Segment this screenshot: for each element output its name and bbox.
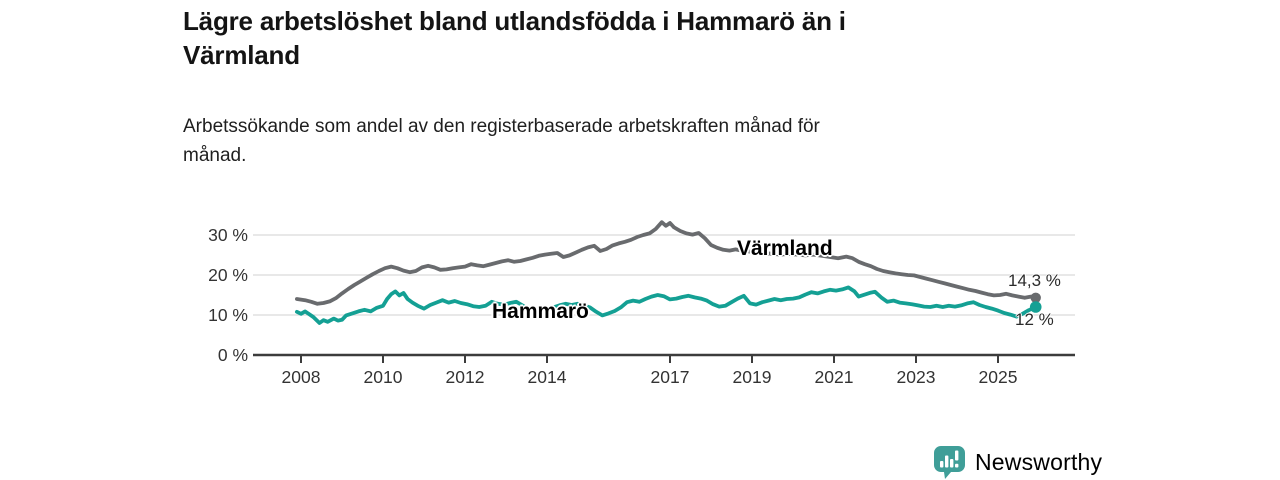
y-tick-label: 20 % (208, 265, 248, 285)
x-tick-label: 2019 (733, 367, 772, 387)
x-tick-label: 2023 (897, 367, 936, 387)
y-tick-label: 30 % (208, 225, 248, 245)
series-line-varmland (295, 220, 1038, 306)
x-tick-label: 2008 (282, 367, 321, 387)
end-dot-hammaro (1029, 301, 1042, 313)
newsworthy-logo-icon (934, 446, 965, 479)
newsworthy-wordmark: Newsworthy (975, 449, 1103, 475)
x-tick-label: 2010 (364, 367, 403, 387)
page-title: Lägre arbetslöshet bland utlandsfödda i … (183, 6, 846, 70)
gridlines (253, 234, 1075, 316)
x-axis-tick-labels: 2008 2010 2012 2014 2017 2019 2021 2023 2025 (282, 367, 1018, 387)
x-tick-label: 2025 (979, 367, 1018, 387)
series-label-varmland: Värmland (737, 237, 833, 260)
x-tick-label: 2021 (815, 367, 854, 387)
series-line-hammaro (295, 285, 1038, 325)
x-tick-label: 2017 (651, 367, 690, 387)
end-value-label-hammaro: 12 % (1015, 310, 1054, 329)
y-tick-label: 0 % (218, 345, 248, 365)
end-value-label-varmland: 14,3 % (1008, 271, 1061, 290)
x-axis-ticks (300, 356, 999, 363)
series-label-hammaro: Hammarö (492, 300, 589, 323)
x-tick-label: 2012 (446, 367, 485, 387)
end-dot-varmland (1030, 292, 1041, 303)
y-axis-tick-labels: 0 % 10 % 20 % 30 % (208, 225, 248, 365)
page-subtitle: Arbetssökande som andel av den registerb… (183, 116, 820, 167)
y-tick-label: 10 % (208, 305, 248, 325)
newsworthy-branding: Newsworthy (933, 445, 1102, 480)
x-tick-label: 2014 (528, 367, 567, 387)
